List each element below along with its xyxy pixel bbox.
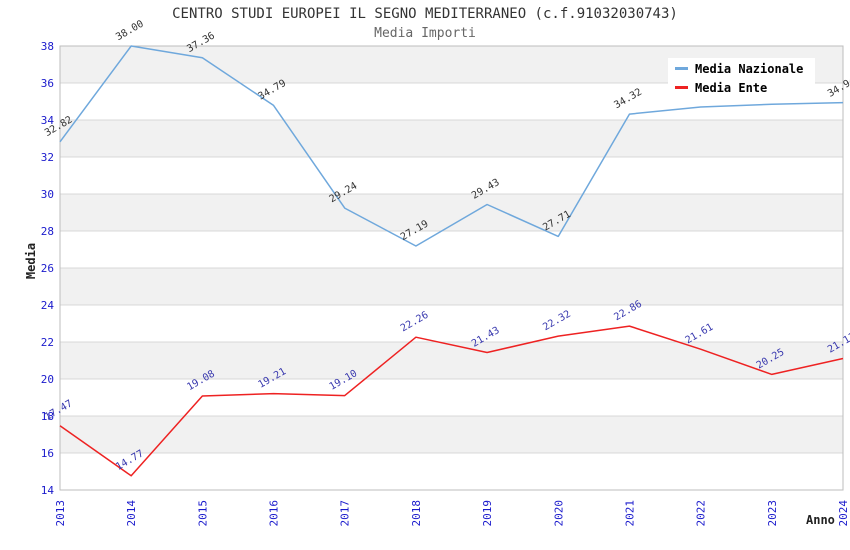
x-tick-label: 2024 xyxy=(837,500,850,527)
series-line-media-ente xyxy=(59,325,844,477)
x-tick-label: 2017 xyxy=(339,500,352,527)
x-tick-label: 2020 xyxy=(552,500,565,527)
y-axis-title: Media xyxy=(24,242,38,280)
x-tick-label: 2022 xyxy=(695,500,708,527)
y-tick-label: 14 xyxy=(41,484,55,497)
series-line-media-nazionale xyxy=(59,45,844,247)
y-tick-label: 20 xyxy=(41,373,54,386)
y-tick-label: 26 xyxy=(41,262,54,275)
legend-label-media-nazionale: Media Nazionale xyxy=(695,61,804,76)
legend-item-media-nazionale: Media Nazionale xyxy=(668,61,815,77)
y-tick-label: 30 xyxy=(41,188,54,201)
y-tick-label: 38 xyxy=(41,40,54,53)
band-gray xyxy=(60,268,843,305)
media-nazionale-line-swatch xyxy=(675,67,688,70)
band-white xyxy=(60,379,843,416)
x-tick-label: 2016 xyxy=(268,500,281,527)
band-gray xyxy=(60,416,843,453)
x-tick-label: 2018 xyxy=(410,500,423,527)
x-tick-label: 2014 xyxy=(125,500,138,527)
y-tick-label: 24 xyxy=(41,299,55,312)
x-axis-title: Anno xyxy=(806,513,835,527)
x-tick-label: 2015 xyxy=(196,500,209,527)
band-white xyxy=(60,305,843,342)
data-point-label: 38.00 xyxy=(114,19,146,44)
legend: Media Nazionale Media Ente xyxy=(668,58,815,98)
y-tick-label: 28 xyxy=(41,225,54,238)
band-gray xyxy=(60,120,843,157)
media-ente-line-swatch xyxy=(675,86,688,89)
y-tick-label: 16 xyxy=(41,447,54,460)
plot-border xyxy=(59,45,844,491)
band-white xyxy=(60,157,843,194)
y-tick-label: 22 xyxy=(41,336,54,349)
chart-title: CENTRO STUDI EUROPEI IL SEGNO MEDITERRAN… xyxy=(172,6,678,22)
y-tick-label: 34 xyxy=(41,114,55,127)
band-gray xyxy=(60,342,843,379)
band-white xyxy=(60,453,843,490)
x-tick-label: 2019 xyxy=(481,500,494,526)
y-tick-label: 32 xyxy=(41,151,54,164)
legend-label-media-ente: Media Ente xyxy=(695,80,768,95)
y-tick-label: 18 xyxy=(41,410,54,423)
x-tick-label: 2013 xyxy=(54,500,67,527)
x-tick-label: 2021 xyxy=(623,500,636,527)
band-white xyxy=(60,231,843,268)
y-tick-label: 36 xyxy=(41,77,54,90)
x-tick-label: 2023 xyxy=(766,500,779,527)
legend-item-media-ente: Media Ente xyxy=(668,80,815,96)
chart-subtitle: Media Importi xyxy=(374,26,476,41)
